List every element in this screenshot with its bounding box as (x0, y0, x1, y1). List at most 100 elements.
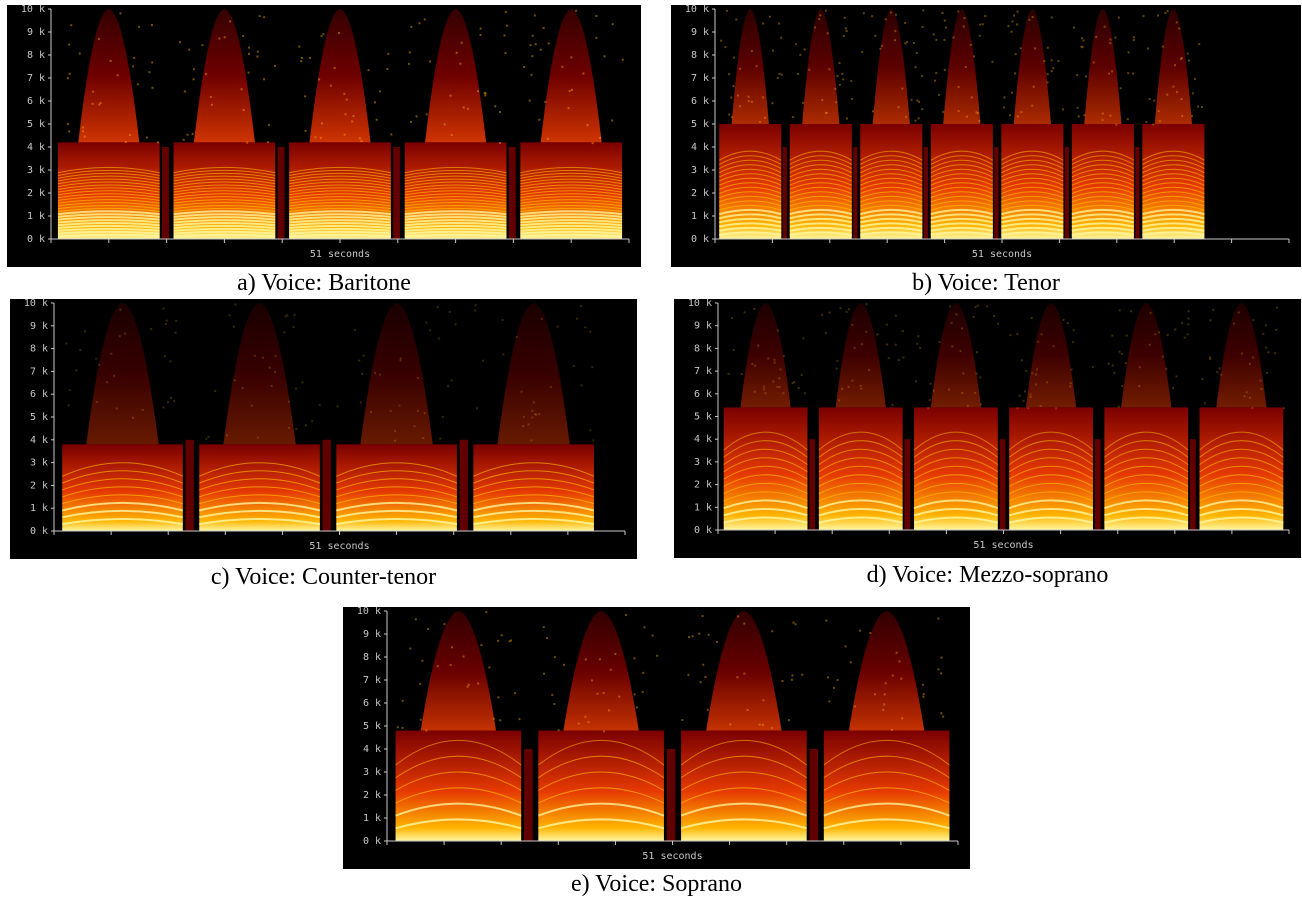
speckle (747, 95, 750, 98)
harmonic-line (719, 222, 782, 228)
y-tick-label: 2 k (691, 188, 709, 199)
speckle (1157, 14, 1160, 17)
harmonic-line (913, 491, 998, 502)
harmonic-line (173, 233, 276, 238)
speckle (1016, 332, 1019, 335)
y-tick-label: 9 k (363, 629, 381, 640)
speckle (539, 48, 542, 51)
speckle (611, 119, 614, 122)
speckle (883, 703, 886, 706)
speckle (894, 30, 897, 33)
speckle (1186, 333, 1189, 336)
speckle (454, 323, 457, 326)
speckle (1161, 45, 1164, 48)
harmonic-line (1104, 457, 1189, 473)
speckle (162, 307, 165, 310)
speckle (764, 116, 767, 119)
harmonic-line (336, 462, 458, 477)
harmonic-line (199, 478, 321, 491)
speckle (449, 94, 452, 97)
speckle (921, 74, 924, 77)
harmonic-line (719, 177, 782, 186)
speckle (67, 404, 70, 407)
y-tick-label: 2 k (363, 790, 381, 801)
speckle (1172, 85, 1175, 88)
harmonic-line (930, 173, 994, 182)
speckle (1016, 115, 1019, 118)
harmonic-line (404, 187, 507, 193)
speckle (1166, 93, 1169, 96)
harmonic-line (1071, 226, 1135, 232)
speckle (751, 363, 754, 366)
harmonic-line (680, 755, 807, 779)
speckle (599, 137, 602, 140)
speckle (621, 58, 624, 61)
speckle (849, 661, 852, 664)
harmonic-line (823, 818, 950, 830)
y-tick-label: 1 k (363, 813, 381, 824)
speckle (792, 621, 795, 624)
speckle (268, 366, 271, 369)
speckle (782, 354, 785, 357)
speckle (416, 376, 419, 379)
speckle (894, 39, 897, 42)
harmonic-line (1142, 217, 1205, 224)
speckle (1002, 106, 1005, 109)
transient (1094, 439, 1101, 530)
harmonic-line (913, 448, 999, 466)
speckle (776, 385, 779, 388)
speckle (284, 315, 287, 318)
speckle (201, 44, 204, 47)
harmonic-line (1142, 204, 1205, 211)
speckle (399, 359, 402, 362)
speckle (858, 629, 861, 632)
speckle (1062, 318, 1065, 321)
harmonic-line (404, 190, 507, 196)
speckle (842, 78, 845, 81)
speckle (687, 673, 690, 676)
harmonic-line (1071, 231, 1135, 236)
speckle (467, 683, 470, 686)
harmonic-line (289, 213, 391, 218)
harmonic-line (1199, 431, 1284, 451)
speckle (876, 333, 879, 336)
harmonic-line (1071, 195, 1135, 203)
speckle (494, 105, 497, 108)
speckle (408, 62, 411, 65)
speckle (1118, 309, 1121, 312)
speckle (241, 386, 244, 389)
harmonic-line (473, 494, 595, 505)
speckle (818, 18, 821, 21)
speckle (1050, 16, 1053, 19)
harmonic-line (1008, 440, 1094, 458)
speckle (780, 36, 783, 39)
speckle (398, 404, 401, 407)
harmonic-line (538, 771, 665, 791)
speckle (82, 126, 85, 129)
speckle (976, 351, 979, 354)
speckle (1181, 321, 1184, 324)
speckle (905, 41, 908, 44)
speckle (477, 90, 480, 93)
speckle (513, 692, 516, 695)
harmonic-line (1001, 150, 1064, 161)
speckle (474, 309, 477, 312)
harmonic-line (1001, 168, 1064, 178)
speckle (1209, 357, 1212, 360)
harmonic-line (57, 193, 160, 199)
harmonic-line (1008, 507, 1094, 517)
speckle (844, 645, 847, 648)
harmonic-line (1142, 222, 1205, 228)
speckle (780, 73, 783, 76)
speckle (337, 31, 340, 34)
harmonic-line (1142, 195, 1205, 203)
speckle (447, 385, 450, 388)
speckle (625, 614, 628, 617)
speckle (948, 388, 951, 391)
speckle (207, 435, 210, 438)
harmonic-line (1071, 182, 1135, 190)
speckle (922, 693, 925, 696)
harmonic-line (520, 224, 623, 229)
transient (999, 439, 1006, 530)
harmonic-line (719, 191, 782, 199)
